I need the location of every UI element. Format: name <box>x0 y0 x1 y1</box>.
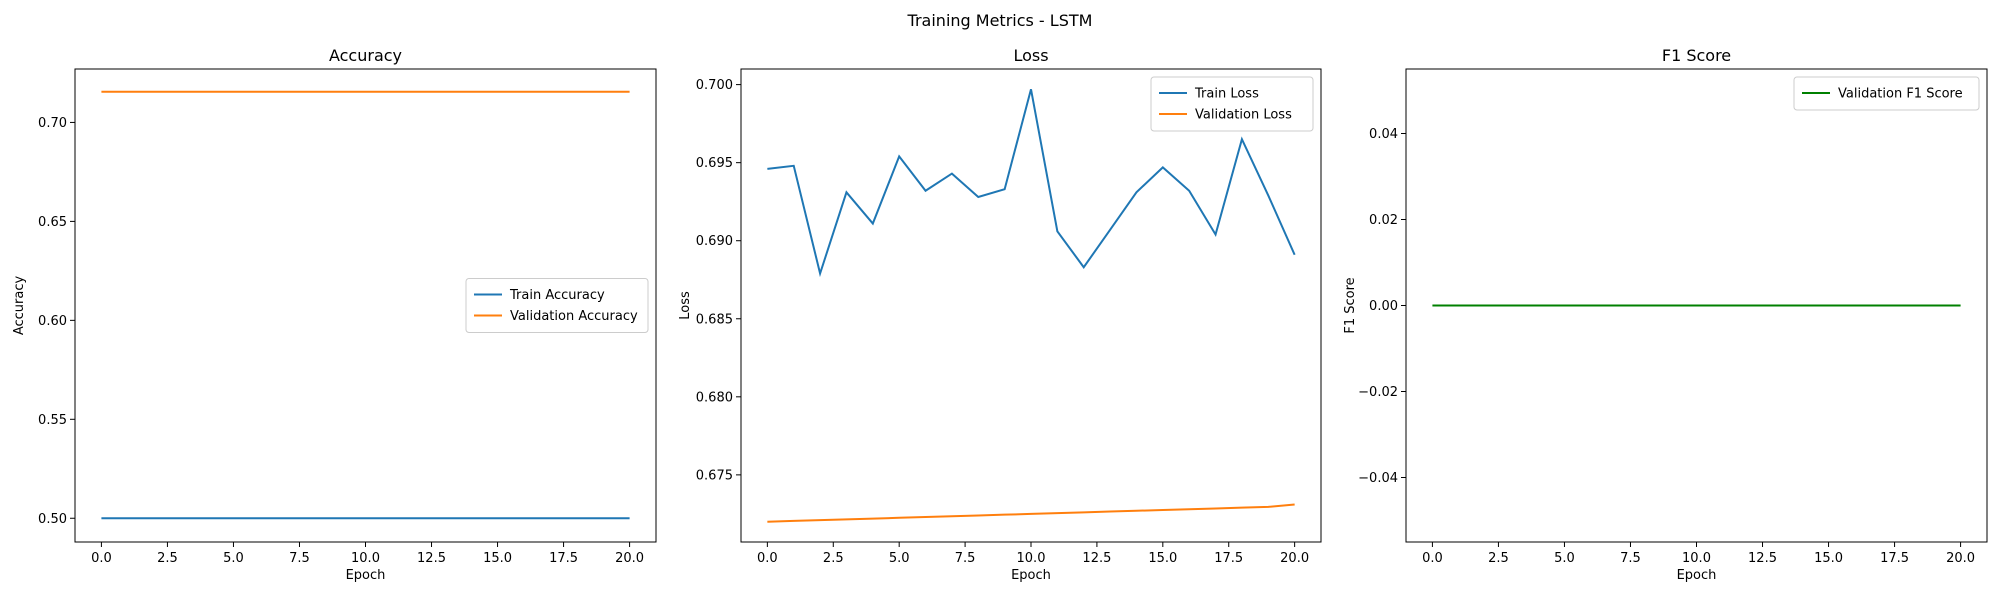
x-axis-label: Epoch <box>1677 568 1717 583</box>
panel-title: Loss <box>1013 46 1048 65</box>
legend-entry: Validation F1 Score <box>1838 87 1963 102</box>
legend-entry: Train Loss <box>1194 87 1259 102</box>
y-tick-label: 0.50 <box>38 512 67 527</box>
legend-entry: Validation Accuracy <box>510 309 638 324</box>
legend-box <box>1793 76 1980 111</box>
legend: Validation F1 Score <box>1793 76 1980 111</box>
x-tick-label: 10.0 <box>351 551 380 566</box>
y-tick-label: 0.70 <box>38 116 67 131</box>
x-tick-label: 5.0 <box>889 551 910 566</box>
y-tick-label: −0.02 <box>1358 385 1398 400</box>
x-tick-label: 20.0 <box>615 551 644 566</box>
x-tick-label: 2.5 <box>157 551 178 566</box>
x-tick-label: 2.5 <box>823 551 844 566</box>
y-tick-label: 0.00 <box>1369 299 1398 314</box>
y-tick-label: 0.65 <box>38 215 67 230</box>
axes-frame <box>740 68 1322 543</box>
x-tick-label: 2.5 <box>1488 551 1509 566</box>
accuracy-panel: Accuracy 0.0 2.5 5.0 7.5 10.0 12.5 15.0 17.5 20.0… <box>12 46 657 583</box>
x-tick-label: 10.0 <box>1017 551 1046 566</box>
legend: Train Accuracy Validation Accuracy <box>465 278 649 333</box>
series-line-2 <box>767 503 1295 523</box>
x-tick-label: 10.0 <box>1682 551 1711 566</box>
loss-panel: Loss 0.0 2.5 5.0 7.5 10.0 12.5 15.0 17.5 20.0 0.67… <box>678 46 1322 583</box>
x-tick-label: 7.5 <box>289 551 310 566</box>
y-axis-label: Accuracy <box>12 276 27 336</box>
y-axis-label: Loss <box>678 291 693 320</box>
y-tick-label: 0.680 <box>696 390 733 405</box>
x-tick-label: 20.0 <box>1280 551 1309 566</box>
panel-title: F1 Score <box>1662 46 1731 65</box>
legend-box <box>1150 76 1314 132</box>
legend-entry: Validation Loss <box>1195 108 1292 123</box>
figure-title: Training Metrics - LSTM <box>907 11 1093 30</box>
x-tick-label: 20.0 <box>1946 551 1975 566</box>
x-tick-label: 0.0 <box>1422 551 1443 566</box>
y-tick-label: 0.60 <box>38 314 67 329</box>
panel-title: Accuracy <box>329 46 402 65</box>
x-tick-label: 7.5 <box>1620 551 1641 566</box>
x-tick-label: 5.0 <box>223 551 244 566</box>
x-tick-label: 17.5 <box>1880 551 1909 566</box>
series-line-1 <box>767 89 1296 278</box>
y-tick-label: 0.700 <box>696 78 733 93</box>
y-tick-label: 0.685 <box>696 312 733 327</box>
x-tick-label: 5.0 <box>1554 551 1575 566</box>
x-tick-label: 15.0 <box>483 551 512 566</box>
x-tick-label: 12.5 <box>1748 551 1777 566</box>
y-tick-label: 0.02 <box>1369 213 1398 228</box>
y-tick-label: −0.04 <box>1358 471 1398 486</box>
y-tick-label: 0.55 <box>38 413 67 428</box>
x-tick-label: 12.5 <box>417 551 446 566</box>
y-tick-label: 0.675 <box>696 468 733 483</box>
x-tick-label: 0.0 <box>91 551 112 566</box>
y-tick-label: 0.690 <box>696 234 733 249</box>
x-tick-label: 0.0 <box>757 551 778 566</box>
x-tick-label: 17.5 <box>1214 551 1243 566</box>
x-tick-label: 17.5 <box>549 551 578 566</box>
legend: Train Loss Validation Loss <box>1150 76 1314 132</box>
y-tick-label: 0.695 <box>696 156 733 171</box>
x-tick-label: 15.0 <box>1148 551 1177 566</box>
legend-entry: Train Accuracy <box>509 288 605 303</box>
x-tick-label: 7.5 <box>955 551 976 566</box>
legend-box <box>465 278 649 333</box>
x-axis-label: Epoch <box>346 568 386 583</box>
x-tick-label: 12.5 <box>1082 551 1111 566</box>
x-tick-label: 15.0 <box>1814 551 1843 566</box>
x-axis-label: Epoch <box>1011 568 1051 583</box>
y-axis-label: F1 Score <box>1343 277 1358 333</box>
f1-score-panel: F1 Score 0.0 2.5 5.0 7.5 10.0 12.5 15.0 17.5 20.0… <box>1343 46 1988 583</box>
y-tick-label: 0.04 <box>1369 127 1398 142</box>
